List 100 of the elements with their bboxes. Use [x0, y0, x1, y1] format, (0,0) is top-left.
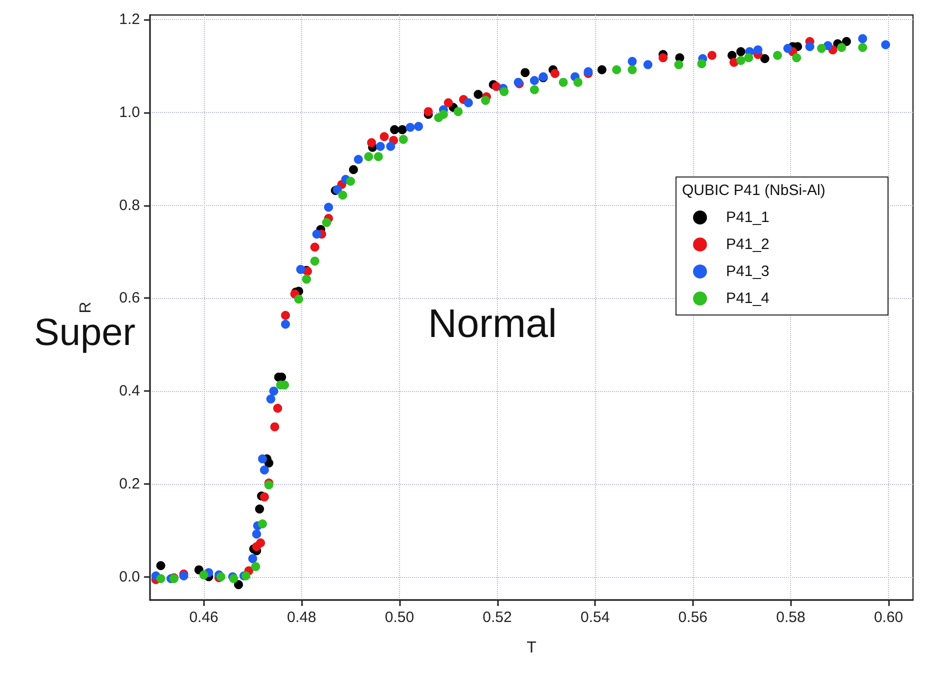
x-tick-label: 0.58: [776, 609, 806, 626]
point: [386, 142, 396, 151]
y-tick-label: 0.4: [119, 382, 140, 400]
point: [736, 56, 746, 65]
point: [530, 85, 539, 94]
y-tick-label: 0.0: [119, 568, 140, 586]
point: [628, 65, 637, 74]
point: [658, 53, 668, 62]
point: [294, 294, 304, 304]
point: [390, 125, 400, 134]
point: [273, 404, 282, 413]
y-axis-title: R: [78, 302, 94, 314]
point: [628, 56, 637, 66]
point: [380, 132, 389, 142]
y-tick-label: 1.0: [119, 104, 140, 121]
point: [438, 110, 448, 119]
point: [792, 53, 802, 62]
point: [805, 42, 814, 52]
point: [612, 65, 622, 74]
x-tick-label: 0.48: [287, 609, 316, 626]
point: [324, 202, 334, 212]
legend-label: P41_4: [726, 290, 770, 307]
legend-label: P41_3: [726, 263, 770, 280]
point: [348, 165, 358, 174]
point: [881, 40, 890, 50]
point: [354, 154, 363, 164]
point: [697, 59, 706, 68]
point: [406, 122, 415, 132]
point: [530, 76, 539, 85]
point: [296, 264, 306, 274]
annotation: Normal: [428, 302, 557, 346]
point: [837, 43, 846, 52]
point: [558, 78, 568, 87]
point: [753, 45, 762, 54]
legend-label: P41_2: [726, 236, 770, 253]
legend-label: P41_1: [726, 209, 770, 226]
point: [454, 107, 463, 116]
point: [760, 54, 770, 64]
y-tick-label: 1.2: [119, 11, 140, 28]
y-tick-label: 0.2: [119, 475, 140, 492]
point: [252, 530, 262, 539]
point: [424, 107, 433, 116]
point: [258, 454, 267, 464]
point: [199, 570, 208, 580]
text: Super: [34, 312, 136, 354]
point: [858, 34, 868, 44]
point: [414, 122, 424, 131]
point: [302, 274, 312, 284]
point: [364, 152, 374, 162]
point: [264, 458, 274, 468]
x-axis-title: T: [526, 640, 537, 656]
point: [398, 125, 407, 134]
x-tick-label: 0.52: [482, 609, 512, 626]
point: [520, 68, 530, 78]
point: [376, 142, 385, 151]
point: [444, 98, 453, 108]
point: [270, 422, 280, 432]
point: [398, 134, 408, 144]
x-tick-label: 0.54: [580, 609, 610, 626]
point: [156, 561, 166, 570]
point: [817, 44, 826, 53]
point: [374, 152, 383, 162]
point: [248, 554, 258, 564]
point: [474, 90, 483, 99]
point: [251, 562, 260, 572]
point: [500, 87, 509, 96]
y-tick-label: 0.8: [119, 196, 140, 214]
x-tick-label: 0.46: [189, 609, 218, 626]
legend-title: QUBIC P41 (NbSi-Al): [682, 182, 826, 199]
point: [481, 96, 490, 105]
point: [280, 310, 290, 320]
point: [310, 256, 320, 266]
point: [858, 43, 868, 52]
point: [707, 50, 716, 60]
point: [280, 320, 290, 329]
x-tick-label: 0.60: [874, 609, 904, 626]
point: [256, 538, 266, 548]
point: [643, 60, 652, 70]
point: [744, 53, 754, 62]
point: [367, 138, 376, 148]
point: [269, 386, 278, 396]
point: [260, 492, 269, 502]
point: [674, 60, 684, 70]
point: [258, 519, 267, 528]
point: [346, 176, 356, 186]
x-tick-label: 0.50: [384, 609, 414, 626]
point: [550, 69, 560, 78]
point: [736, 47, 746, 56]
point: [842, 36, 851, 46]
point: [255, 504, 264, 514]
point: [464, 98, 473, 108]
point: [312, 230, 322, 239]
point: [234, 580, 244, 590]
y-tick-label: 0.6: [119, 290, 140, 307]
point: [156, 574, 166, 584]
point: [573, 78, 582, 87]
point: [597, 65, 606, 74]
point: [338, 190, 348, 200]
point: [260, 466, 269, 474]
x-tick-label: 0.56: [678, 609, 708, 626]
